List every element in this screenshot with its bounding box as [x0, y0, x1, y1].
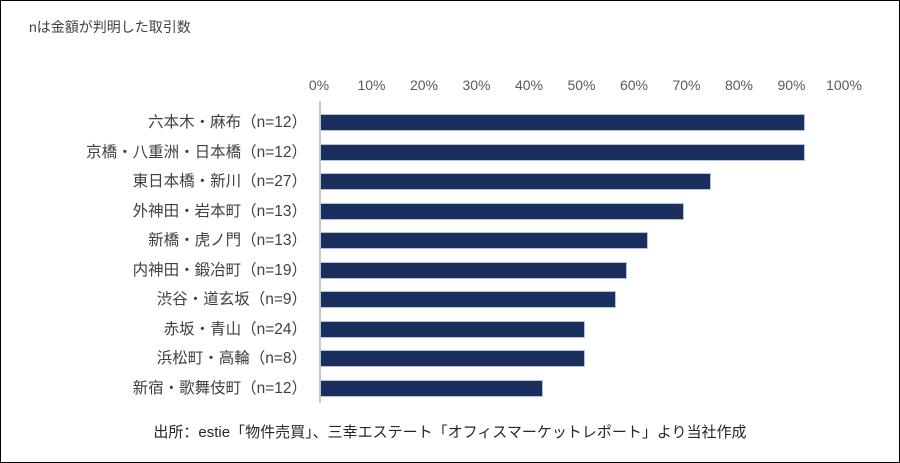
x-axis-tick: 10%: [357, 77, 386, 93]
bar: [320, 379, 543, 397]
x-axis-tick: 50%: [567, 77, 596, 93]
category-label: 六本木・麻布（n=12）: [148, 114, 307, 131]
bar: [320, 114, 805, 131]
category-label: 京橋・八重洲・日本橋（n=12）: [86, 143, 307, 161]
bar-track: [320, 226, 845, 256]
bar-row: 内神田・鍛冶町（n=19）: [1, 256, 899, 286]
category-label: 渋谷・道玄坂（n=9）: [156, 291, 307, 308]
bar-track: [320, 138, 845, 168]
bar-track: [320, 256, 845, 286]
x-axis-tick: 100%: [826, 77, 862, 93]
x-axis-tick: 90%: [777, 77, 806, 93]
category-label: 外神田・岩本町（n=13）: [132, 202, 307, 220]
bar-row: 外神田・岩本町（n=13）: [1, 197, 899, 227]
category-label: 内神田・鍛冶町（n=19）: [132, 261, 307, 279]
source-note: 出所：estie「物件売買」、三幸エステート「オフィスマーケットレポート」より当…: [153, 424, 747, 441]
x-axis-tick: 0%: [308, 77, 330, 93]
bar-row: 新橋・虎ノ門（n=13）: [1, 226, 899, 256]
bar-row: 赤坂・青山（n=24）: [1, 315, 899, 345]
bar-row: 渋谷・道玄坂（n=9）: [1, 285, 899, 315]
bar: [320, 261, 627, 279]
category-label: 赤坂・青山（n=24）: [163, 320, 307, 338]
bar-row: 浜松町・高輪（n=8）: [1, 344, 899, 374]
category-label: 新宿・歌舞伎町（n=12）: [132, 379, 307, 397]
bar-row: 東日本橋・新川（n=27）: [1, 167, 899, 197]
chart-note: nは金額が判明した取引数: [29, 19, 191, 35]
bar: [320, 232, 648, 249]
x-axis-tick-labels: 0% 10% 20% 30% 40% 50% 60% 70% 80% 90% 100%: [1, 75, 899, 95]
bar-track: [320, 315, 845, 345]
x-axis-tick: 80%: [724, 77, 754, 93]
bar-track: [320, 167, 845, 197]
bar: [320, 202, 685, 220]
bar-row: 六本木・麻布（n=12）: [1, 108, 899, 138]
bar-row: 京橋・八重洲・日本橋（n=12）: [1, 138, 899, 168]
bar-track: [320, 197, 845, 227]
bar: [320, 350, 585, 367]
bar-track: [320, 374, 845, 404]
bar-track: [320, 285, 845, 315]
x-axis-tick: 70%: [672, 77, 701, 93]
bar: [320, 320, 585, 338]
bar-track: [320, 344, 845, 374]
x-axis-tick: 30%: [462, 77, 491, 93]
x-axis-tick: 60%: [619, 77, 649, 93]
y-axis-line: [319, 101, 321, 403]
category-label: 東日本橋・新川（n=27）: [132, 173, 307, 190]
bar-track: [320, 108, 845, 138]
category-label: 浜松町・高輪（n=8）: [156, 350, 307, 367]
bar: [320, 173, 711, 190]
category-label: 新橋・虎ノ門（n=13）: [148, 232, 307, 249]
x-axis-tick: 20%: [409, 77, 439, 93]
bar-row: 新宿・歌舞伎町（n=12）: [1, 374, 899, 404]
bar: [320, 143, 805, 161]
x-axis-tick: 40%: [514, 77, 544, 93]
bar: [320, 291, 616, 308]
